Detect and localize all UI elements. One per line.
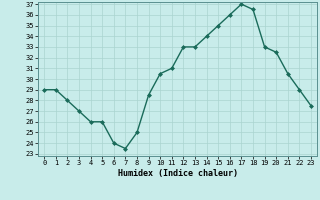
- X-axis label: Humidex (Indice chaleur): Humidex (Indice chaleur): [118, 169, 238, 178]
